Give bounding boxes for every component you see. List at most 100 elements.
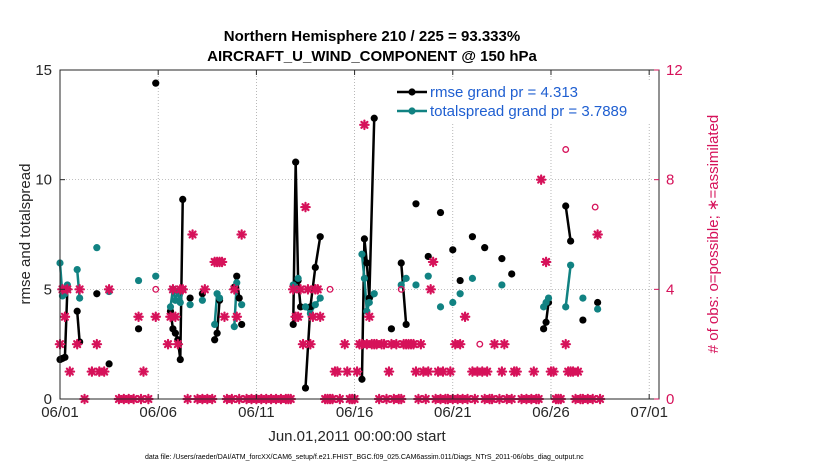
obs-assimilated-point [415,338,427,350]
obs-asterisk-stroke [490,340,499,349]
obs-asterisk-stroke [392,340,401,349]
rmse-line-segment [291,160,302,325]
obs-asterisk-stroke [220,312,229,321]
obs-asterisk-stroke [92,340,101,349]
rmse-point [301,384,310,392]
obs-assimilated-point [459,311,471,323]
obs-asterisk-stroke [537,175,546,184]
obs-asterisk-stroke [134,312,143,321]
totalspread-point [436,303,445,311]
rmse-point [468,233,477,241]
obs-assimilated-point [138,366,149,377]
totalspread-point [211,320,219,329]
totalspread-point [544,294,553,302]
obs-asterisk-stroke [446,367,455,376]
rmse-point [233,272,241,280]
legend-spread-label: totalspread grand pr = 3.7889 [430,103,627,120]
totalspread-point [76,294,84,302]
obs-asterisk-stroke [163,340,173,349]
totalspread-point [311,301,319,309]
totalspread-point [456,290,464,298]
obs-assimilated-point [454,338,466,350]
obs-asterisk-stroke [188,230,197,239]
totalspread-point [498,281,506,289]
obs-asterisk-stroke [230,285,239,294]
obs-asterisk-stroke [352,367,362,376]
rmse-point [363,259,371,267]
obs-asterisk-stroke [171,312,180,321]
y-tick-label: 5 [44,281,52,298]
obs-assimilated-point [351,366,363,377]
obs-assimilated-point [103,284,115,295]
obs-asterisk-stroke [313,285,322,294]
rmse-point [456,276,464,285]
obs-assimilated-point [359,119,370,131]
y-tick-label: 10 [35,172,52,189]
rmse-point [387,325,396,333]
obs-assimilated-point [305,338,316,350]
y-axis-label: rmse and totalspread [17,164,34,305]
obs-asterisk-stroke [178,285,187,294]
obs-assimilated-point [383,366,395,377]
rmse-line-segment [564,205,572,242]
obs-assimilated-point [231,311,243,323]
x-tick-label: 06/21 [434,404,472,421]
rmse-point [211,336,219,344]
rmse-point [179,195,187,204]
rmse-point [73,307,81,315]
obs-asterisk-stroke [303,285,313,294]
rmse-point [105,360,113,368]
obs-asterisk-stroke [416,340,425,349]
obs-assimilated-point [560,338,572,350]
chart-subtitle: AIRCRAFT_U_WIND_COMPONENT @ 150 hPa [207,48,537,65]
rmse-point [186,294,194,302]
totalspread-point [294,274,302,282]
obs-assimilated-point [540,256,552,268]
obs-assimilated-point [133,311,144,323]
obs-assimilated-point [216,256,228,268]
obs-assimilated-point [91,338,103,350]
totalspread-line-segment [564,265,572,308]
obs-asterisk-stroke [438,367,448,376]
obs-asterisk-stroke [294,312,303,321]
obs-assimilated-point [162,338,174,350]
obs-asterisk-stroke [296,285,305,294]
obs-asterisk-stroke [168,285,177,294]
obs-assimilated-point [287,284,299,295]
obs-asterisk-stroke [549,367,558,376]
rmse-point [402,320,410,329]
totalspread-point [562,303,570,311]
totalspread-point [166,303,175,311]
obs-asterisk-stroke [411,367,421,376]
chart-title: Northern Hemisphere 210 / 225 = 93.333% [224,28,520,45]
obs-asterisk-stroke [529,367,538,376]
obs-assimilated-point [228,284,240,295]
obs-assimilated-point [297,338,309,350]
obs-assimilated-point [427,256,439,268]
obs-asterisk-stroke [87,367,96,376]
rmse-point [412,200,420,208]
y-right-tick-label: 4 [666,281,674,298]
rmse-point [360,235,369,243]
obs-asterisk-stroke [298,340,308,349]
obs-asterisk-stroke [456,340,465,349]
totalspread-point [134,276,143,285]
obs-asterisk-stroke [561,340,570,349]
rmse-point [152,79,160,87]
totalspread-point [301,303,310,311]
obs-assimilated-point [332,366,343,377]
totalspread-point [579,294,587,302]
obs-asterisk-stroke [65,367,74,376]
obs-assimilated-point [364,311,375,323]
rmse-point [498,255,506,263]
obs-asterisk-stroke [237,230,246,239]
obs-assimilated-point [445,366,456,377]
x-tick-label: 07/01 [630,404,668,421]
obs-assimilated-point [339,338,351,350]
obs-assimilated-point [74,284,85,295]
obs-asterisk-stroke [512,367,521,376]
rmse-point [579,316,587,324]
y-right-tick-labels: 0 4 8 12 [666,62,683,408]
obs-assimilated-point [172,338,184,350]
rmse-point [61,353,69,361]
